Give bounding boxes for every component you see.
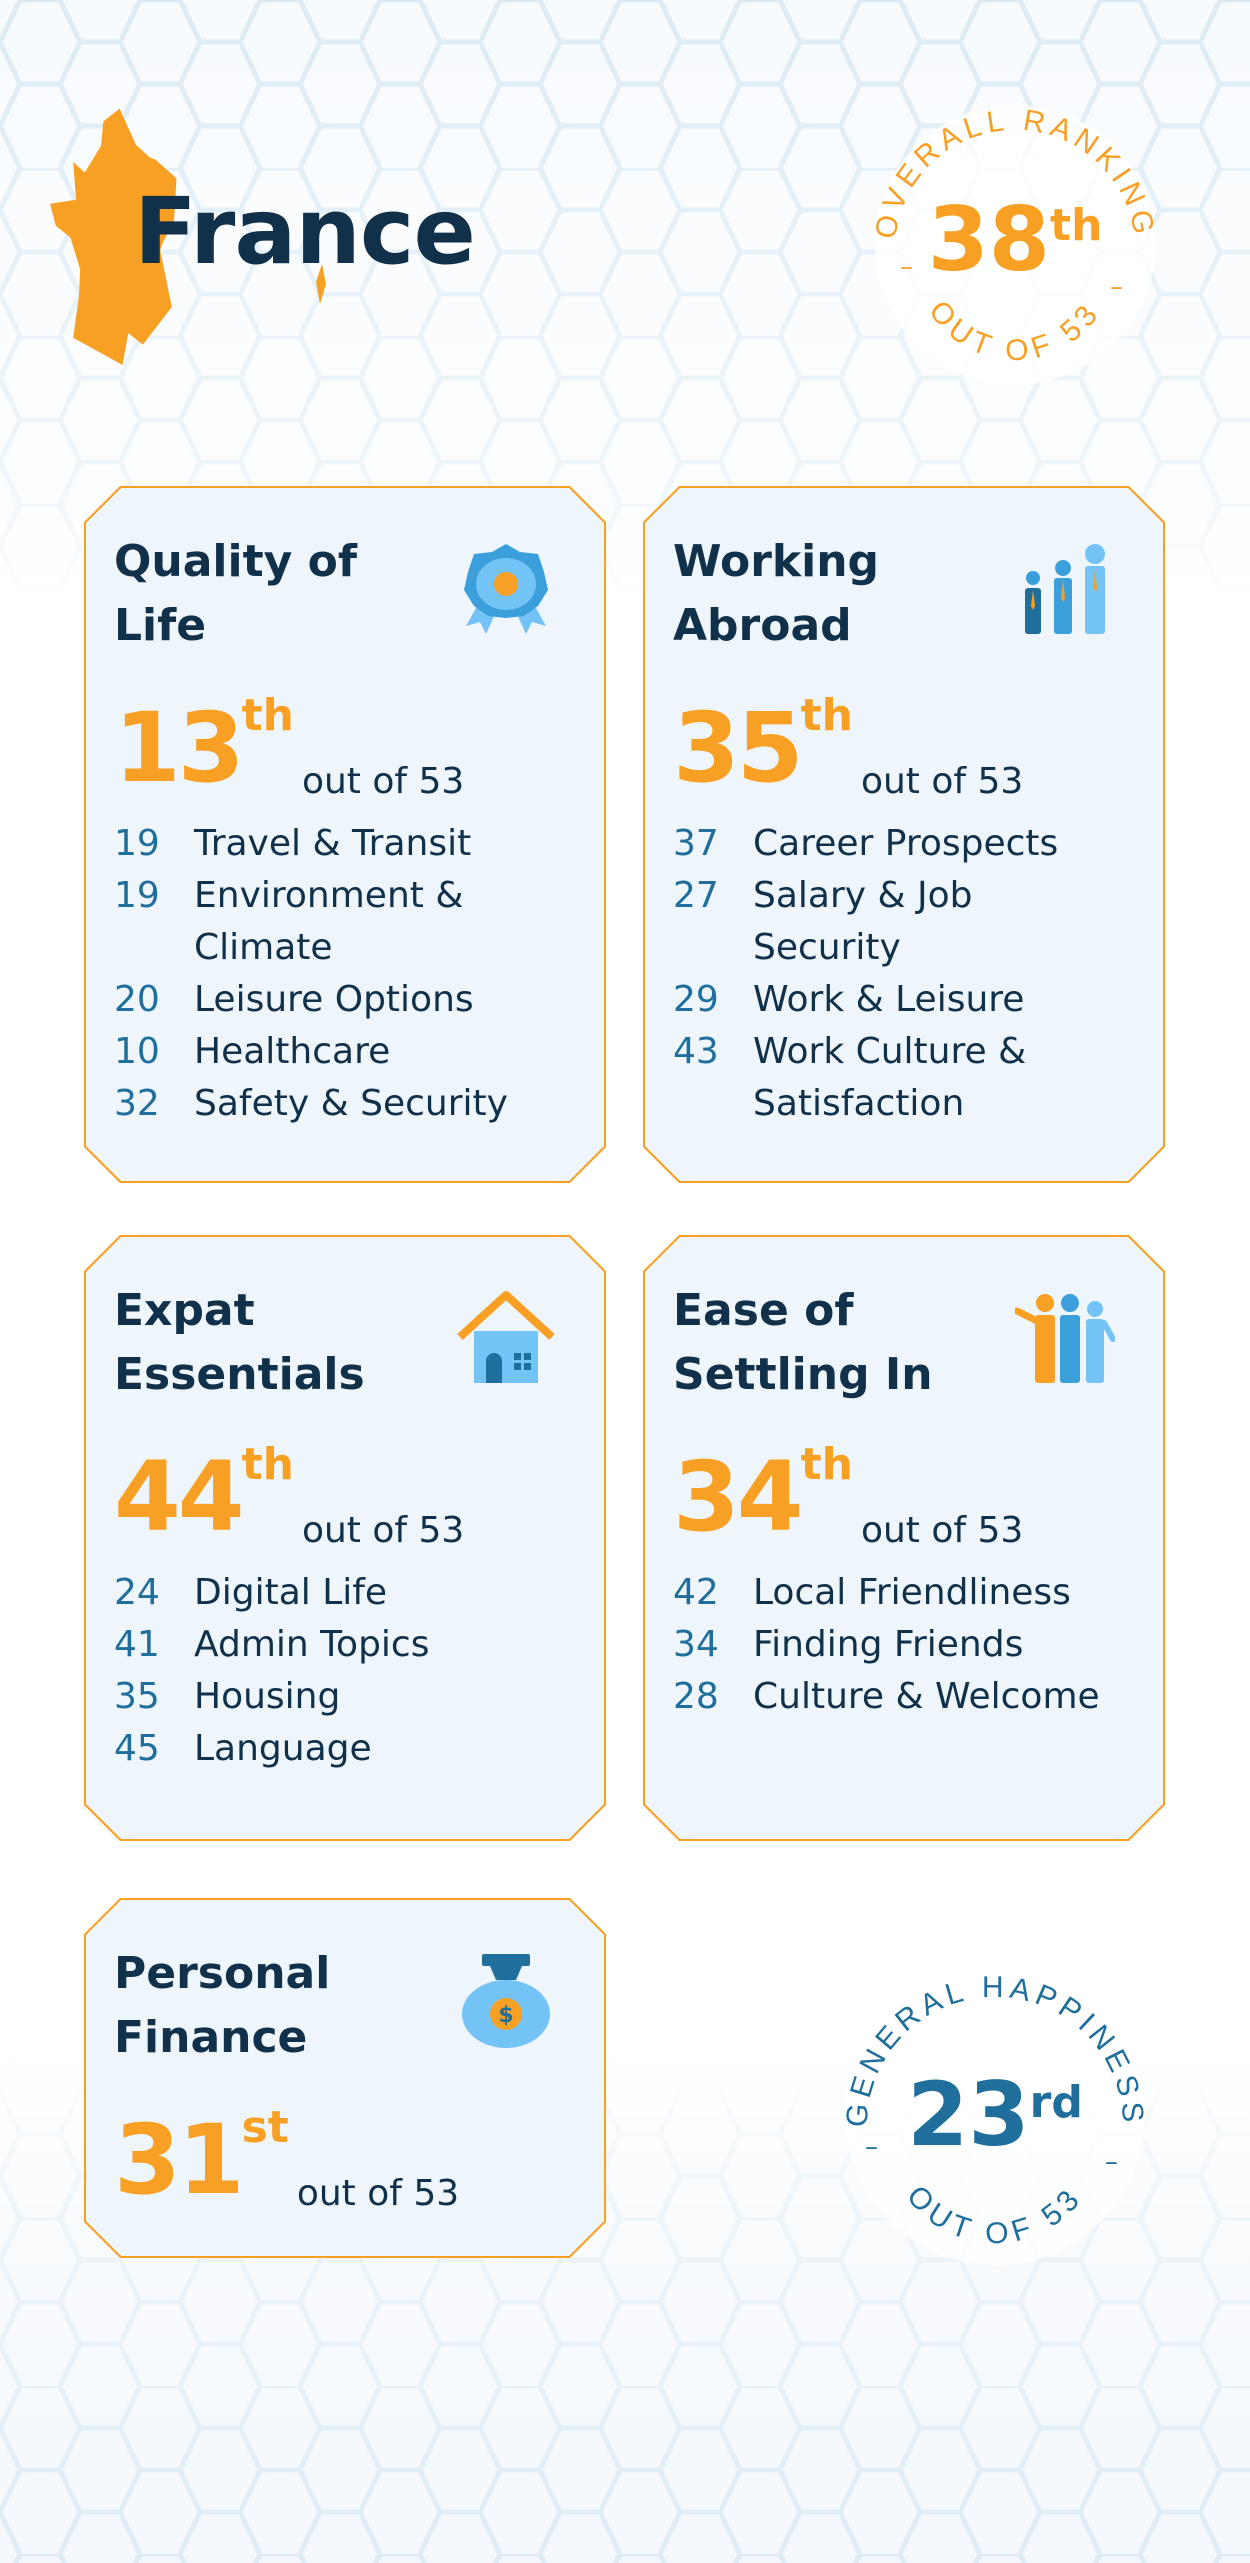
general-happiness-rank: 23 bbox=[907, 2063, 1029, 2166]
list-item: 28 Culture & Welcome bbox=[673, 1671, 1165, 1723]
item-rank: 42 bbox=[673, 1572, 719, 1613]
general-happiness-badge: GENERAL HAPPINESS OUT OF 53 – – 23rd bbox=[840, 1965, 1145, 2265]
item-rank: 28 bbox=[673, 1676, 719, 1717]
list-item: 29 Work & Leisure bbox=[673, 974, 1165, 1026]
svg-text:–: – bbox=[865, 2132, 878, 2162]
item-rank: 45 bbox=[114, 1728, 160, 1769]
list-item: 20 Leisure Options bbox=[114, 974, 606, 1026]
card-ease-of-settling-in: Ease of Settling In 34 th out of 53 42 Lo… bbox=[643, 1235, 1165, 1841]
welcoming-people-icon bbox=[1015, 1294, 1115, 1383]
list-item: 43 Work Culture & Satisfaction bbox=[673, 1026, 1165, 1130]
item-rank: 37 bbox=[673, 823, 719, 864]
item-rank: 10 bbox=[114, 1031, 160, 1072]
item-rank: 24 bbox=[114, 1572, 160, 1613]
rank-suffix: th bbox=[241, 690, 294, 741]
overall-ranking-badge: OVERALL RANKING OUT OF 53 –– 38th bbox=[869, 104, 1156, 385]
list-item: 41 Admin Topics bbox=[114, 1619, 606, 1671]
rank-out-of: out of 53 bbox=[301, 1510, 465, 1551]
svg-text:23rd: 23rd bbox=[907, 2063, 1083, 2166]
item-label: Local Friendliness bbox=[753, 1572, 1071, 1613]
list-item: 10 Healthcare bbox=[114, 1026, 606, 1078]
item-rank: 20 bbox=[114, 979, 160, 1020]
rank-out-of: out of 53 bbox=[296, 2173, 460, 2214]
card-title: Working Abroad bbox=[673, 536, 880, 651]
rank-suffix: th bbox=[800, 690, 853, 741]
item-rank: 27 bbox=[673, 875, 719, 916]
rank: 34 th out of 53 bbox=[673, 1435, 1165, 1553]
rank: 44 th out of 53 bbox=[114, 1435, 606, 1553]
list-item: 37 Career Prospects bbox=[673, 818, 1165, 870]
item-label: Digital Life bbox=[194, 1572, 388, 1613]
item-label: Finding Friends bbox=[753, 1624, 1024, 1665]
rank-number: 31 bbox=[114, 2104, 245, 2216]
item-label: Environment & Climate bbox=[194, 875, 464, 968]
card-title: Quality of Life bbox=[114, 536, 357, 651]
country-title: France bbox=[134, 178, 476, 285]
list-item: 27 Salary & Job Security bbox=[673, 870, 1165, 974]
svg-text:–: – bbox=[900, 252, 913, 282]
list-item: 19 Travel & Transit bbox=[114, 818, 606, 870]
rank-number: 44 bbox=[114, 1441, 245, 1553]
item-rank: 43 bbox=[673, 1031, 719, 1072]
rank-suffix: th bbox=[241, 1439, 294, 1490]
house-icon bbox=[457, 1291, 555, 1383]
rank-suffix: th bbox=[800, 1439, 853, 1490]
item-label: Housing bbox=[194, 1676, 341, 1717]
rank-number: 34 bbox=[673, 1441, 804, 1553]
item-rank: 41 bbox=[114, 1624, 160, 1665]
svg-text:$: $ bbox=[498, 2003, 513, 2028]
item-rank: 34 bbox=[673, 1624, 719, 1665]
award-rosette-icon bbox=[464, 544, 548, 634]
card-title: Expat Essentials bbox=[114, 1285, 365, 1400]
rank-suffix: st bbox=[241, 2102, 289, 2153]
item-rank: 35 bbox=[114, 1676, 160, 1717]
rank: 13 th out of 53 bbox=[114, 686, 606, 804]
france-map-icon bbox=[50, 108, 326, 365]
overall-rank: 38 bbox=[928, 188, 1050, 291]
list-item: 35 Housing bbox=[114, 1671, 606, 1723]
item-label: Work & Leisure bbox=[753, 979, 1025, 1020]
svg-text:38th: 38th bbox=[928, 188, 1103, 291]
rank-out-of: out of 53 bbox=[860, 761, 1024, 802]
money-bag-icon: $ bbox=[462, 1954, 550, 2048]
item-rank: 19 bbox=[114, 875, 160, 916]
item-label: Safety & Security bbox=[194, 1083, 508, 1124]
svg-text:–: – bbox=[1110, 272, 1123, 302]
card-title: Personal Finance bbox=[114, 1948, 331, 2063]
item-label: Healthcare bbox=[194, 1031, 391, 1072]
list-item: 45 Language bbox=[114, 1723, 606, 1775]
card-title: Ease of Settling In bbox=[673, 1285, 933, 1400]
list-item: 24 Digital Life bbox=[114, 1567, 606, 1619]
list-item: 19 Environment & Climate bbox=[114, 870, 606, 974]
item-label: Admin Topics bbox=[194, 1624, 430, 1665]
item-rank: 32 bbox=[114, 1083, 160, 1124]
item-label: Salary & Job Security bbox=[753, 875, 973, 968]
item-rank: 29 bbox=[673, 979, 719, 1020]
card-expat-essentials: Expat Essentials 44 th out of 53 24 Digit… bbox=[84, 1235, 606, 1841]
item-label: Leisure Options bbox=[194, 979, 474, 1020]
list-item: 34 Finding Friends bbox=[673, 1619, 1165, 1671]
card-working-abroad: Working Abroad 35 th out of 53 37 Career … bbox=[643, 486, 1165, 1183]
item-label: Culture & Welcome bbox=[753, 1676, 1100, 1717]
item-label: Work Culture & Satisfaction bbox=[753, 1031, 1027, 1124]
rank-number: 35 bbox=[673, 692, 804, 804]
overall-rank-suffix: th bbox=[1050, 200, 1102, 251]
rank: 35 th out of 53 bbox=[673, 686, 1165, 804]
list-item: 42 Local Friendliness bbox=[673, 1567, 1165, 1619]
general-happiness-suffix: rd bbox=[1030, 2077, 1083, 2128]
rank-out-of: out of 53 bbox=[301, 761, 465, 802]
rank-number: 13 bbox=[114, 692, 245, 804]
item-label: Language bbox=[194, 1728, 372, 1769]
card-quality-of-life: Quality of Life 13 th out of 53 19 Travel… bbox=[84, 486, 606, 1183]
list-item: 32 Safety & Security bbox=[114, 1078, 606, 1130]
rank: 31 st out of 53 bbox=[114, 2098, 606, 2216]
item-rank: 19 bbox=[114, 823, 160, 864]
svg-text:–: – bbox=[1105, 2147, 1118, 2177]
card-personal-finance: Personal Finance $ 31 st out of 53 bbox=[84, 1898, 606, 2258]
rank-out-of: out of 53 bbox=[860, 1510, 1024, 1551]
item-label: Career Prospects bbox=[753, 823, 1059, 864]
item-label: Travel & Transit bbox=[194, 823, 472, 864]
business-people-icon bbox=[1025, 544, 1105, 634]
